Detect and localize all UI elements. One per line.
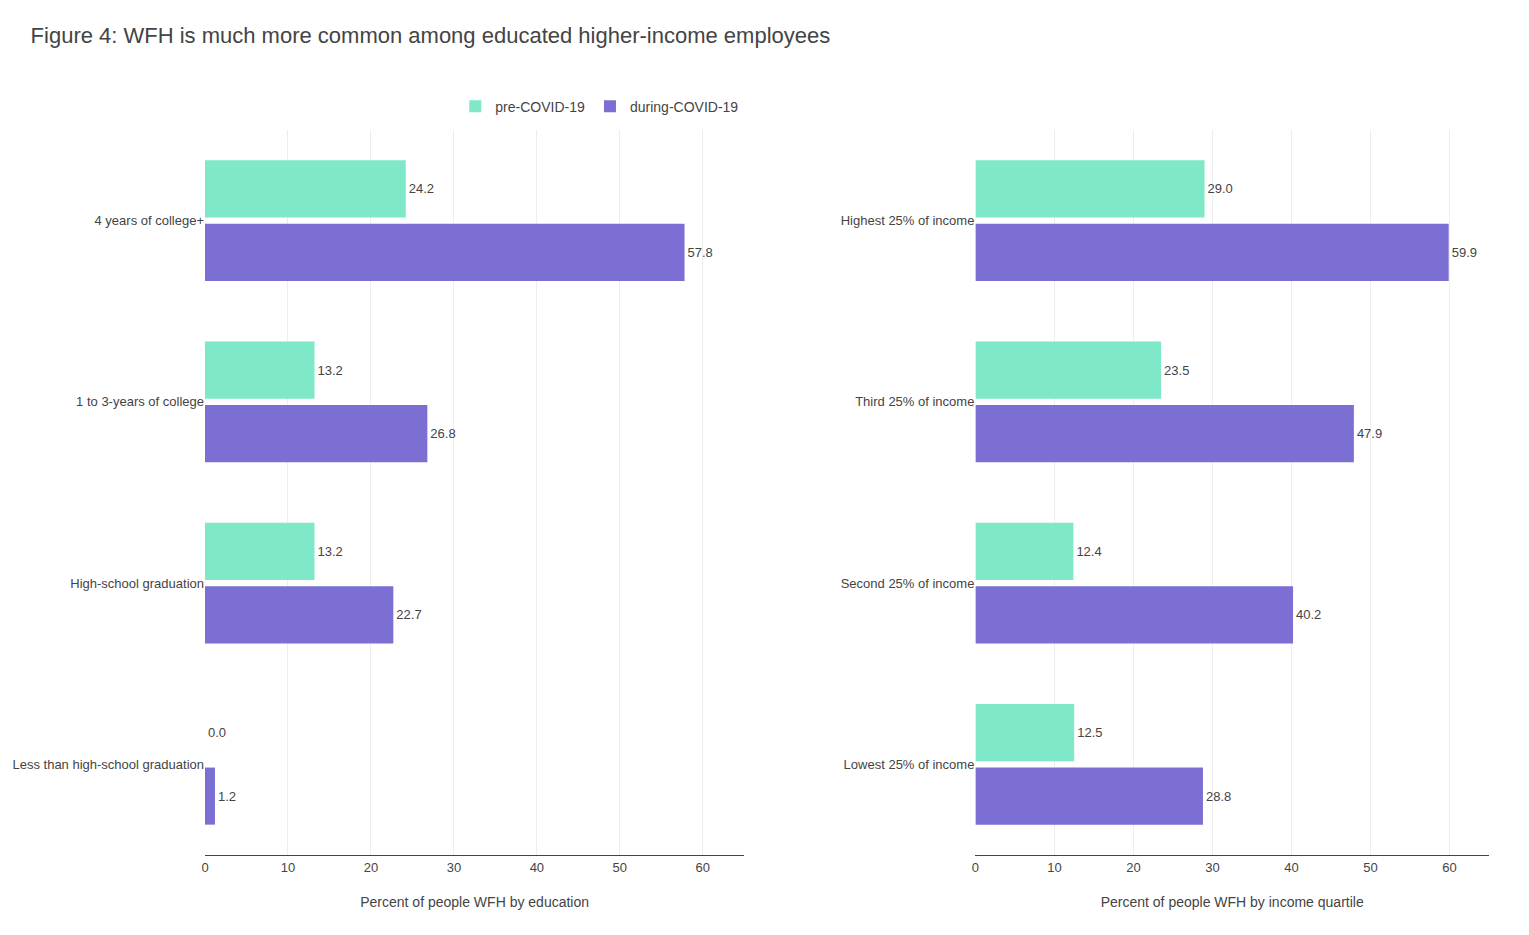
svg-text:50: 50 bbox=[613, 860, 627, 875]
svg-text:23.5: 23.5 bbox=[1164, 363, 1189, 378]
svg-text:Percent of people WFH by incom: Percent of people WFH by income quartile bbox=[1101, 894, 1364, 910]
svg-text:Second 25% of income: Second 25% of income bbox=[841, 576, 975, 591]
svg-text:Highest 25% of income: Highest 25% of income bbox=[841, 213, 975, 228]
svg-text:High-school graduation: High-school graduation bbox=[70, 576, 204, 591]
svg-text:50: 50 bbox=[1363, 860, 1377, 875]
svg-text:Third 25% of income: Third 25% of income bbox=[855, 394, 974, 409]
svg-text:40: 40 bbox=[530, 860, 544, 875]
svg-text:1 to 3-years of college: 1 to 3-years of college bbox=[76, 394, 204, 409]
svg-text:10: 10 bbox=[281, 860, 295, 875]
svg-text:12.5: 12.5 bbox=[1077, 725, 1102, 740]
svg-text:22.7: 22.7 bbox=[396, 607, 421, 622]
svg-text:30: 30 bbox=[1205, 860, 1219, 875]
svg-text:57.8: 57.8 bbox=[688, 245, 713, 260]
svg-text:26.8: 26.8 bbox=[430, 426, 455, 441]
svg-text:Lowest 25% of income: Lowest 25% of income bbox=[844, 757, 975, 772]
svg-text:Percent of people WFH by educa: Percent of people WFH by education bbox=[360, 894, 589, 910]
svg-text:59.9: 59.9 bbox=[1452, 245, 1477, 260]
svg-text:10: 10 bbox=[1047, 860, 1061, 875]
svg-text:1.2: 1.2 bbox=[218, 789, 236, 804]
svg-text:29.0: 29.0 bbox=[1208, 181, 1233, 196]
svg-text:20: 20 bbox=[1126, 860, 1140, 875]
svg-text:during-COVID-19: during-COVID-19 bbox=[630, 99, 738, 115]
svg-text:30: 30 bbox=[447, 860, 461, 875]
svg-text:24.2: 24.2 bbox=[409, 181, 434, 196]
svg-text:60: 60 bbox=[696, 860, 710, 875]
svg-text:13.2: 13.2 bbox=[318, 363, 343, 378]
svg-text:13.2: 13.2 bbox=[318, 544, 343, 559]
svg-text:20: 20 bbox=[364, 860, 378, 875]
svg-text:0.0: 0.0 bbox=[208, 725, 226, 740]
svg-text:Figure 4: WFH is much more com: Figure 4: WFH is much more common among … bbox=[31, 23, 831, 48]
svg-text:40: 40 bbox=[1284, 860, 1298, 875]
svg-text:pre-COVID-19: pre-COVID-19 bbox=[495, 99, 585, 115]
svg-text:0: 0 bbox=[972, 860, 979, 875]
svg-text:12.4: 12.4 bbox=[1076, 544, 1101, 559]
svg-text:47.9: 47.9 bbox=[1357, 426, 1382, 441]
svg-text:28.8: 28.8 bbox=[1206, 789, 1231, 804]
svg-text:4 years of college+: 4 years of college+ bbox=[95, 213, 204, 228]
svg-text:40.2: 40.2 bbox=[1296, 607, 1321, 622]
svg-text:60: 60 bbox=[1442, 860, 1456, 875]
svg-text:0: 0 bbox=[201, 860, 208, 875]
svg-text:Less than high-school graduati: Less than high-school graduation bbox=[12, 757, 204, 772]
